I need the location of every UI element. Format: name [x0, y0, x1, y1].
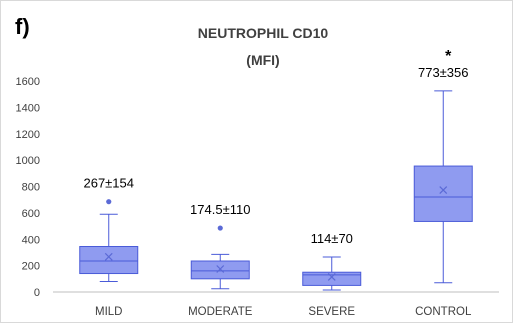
box-group: 267±154: [79, 176, 139, 282]
iqr-box: [190, 260, 250, 280]
mean-marker: [327, 273, 336, 281]
mean-sd-annotation: 773±356: [418, 65, 469, 80]
y-tick-label: 0: [34, 287, 40, 299]
box-group: 174.5±110: [190, 202, 250, 290]
iqr-box: [79, 246, 139, 275]
y-tick-label: 1000: [16, 155, 40, 167]
mean-sd-annotation: 174.5±110: [190, 202, 250, 217]
x-category-label: MODERATE: [188, 306, 253, 318]
y-tick-label: 600: [22, 208, 40, 220]
x-category-label: SEVERE: [308, 306, 355, 318]
axes-layer: 0 200 400 600 800 1000 1200 1400 1600 MILD MODERAT…: [16, 76, 499, 318]
x-category-label: MILD: [95, 306, 122, 318]
y-tick-label: 200: [22, 261, 40, 273]
iqr-box: [413, 165, 473, 222]
y-tick-label: 800: [22, 182, 40, 194]
y-tick-label: 1600: [16, 76, 40, 88]
x-category-label: CONTROL: [415, 306, 472, 318]
y-tick-label: 1200: [16, 129, 40, 141]
iqr-box: [302, 271, 362, 286]
box-group: 114±70: [302, 231, 362, 291]
y-tick-label: 1400: [16, 102, 40, 114]
outlier-point: [217, 225, 223, 231]
outlier-point: [106, 199, 112, 205]
y-tick-label: 400: [22, 234, 40, 246]
mean-sd-annotation: 267±154: [83, 176, 134, 191]
mean-marker: [104, 252, 113, 261]
chart-title-line-2: (MFI): [246, 52, 279, 68]
boxes-layer: 267±154 174.5±110 114±70 773±356*: [79, 48, 473, 291]
mean-marker: [439, 186, 448, 194]
significance-marker: *: [445, 48, 452, 65]
chart-title-line-1: NEUTROPHIL CD10: [198, 25, 329, 41]
mean-marker: [216, 265, 225, 273]
box-group: 773±356*: [413, 48, 473, 284]
panel-label: f): [15, 14, 30, 39]
mean-sd-annotation: 114±70: [311, 231, 353, 246]
